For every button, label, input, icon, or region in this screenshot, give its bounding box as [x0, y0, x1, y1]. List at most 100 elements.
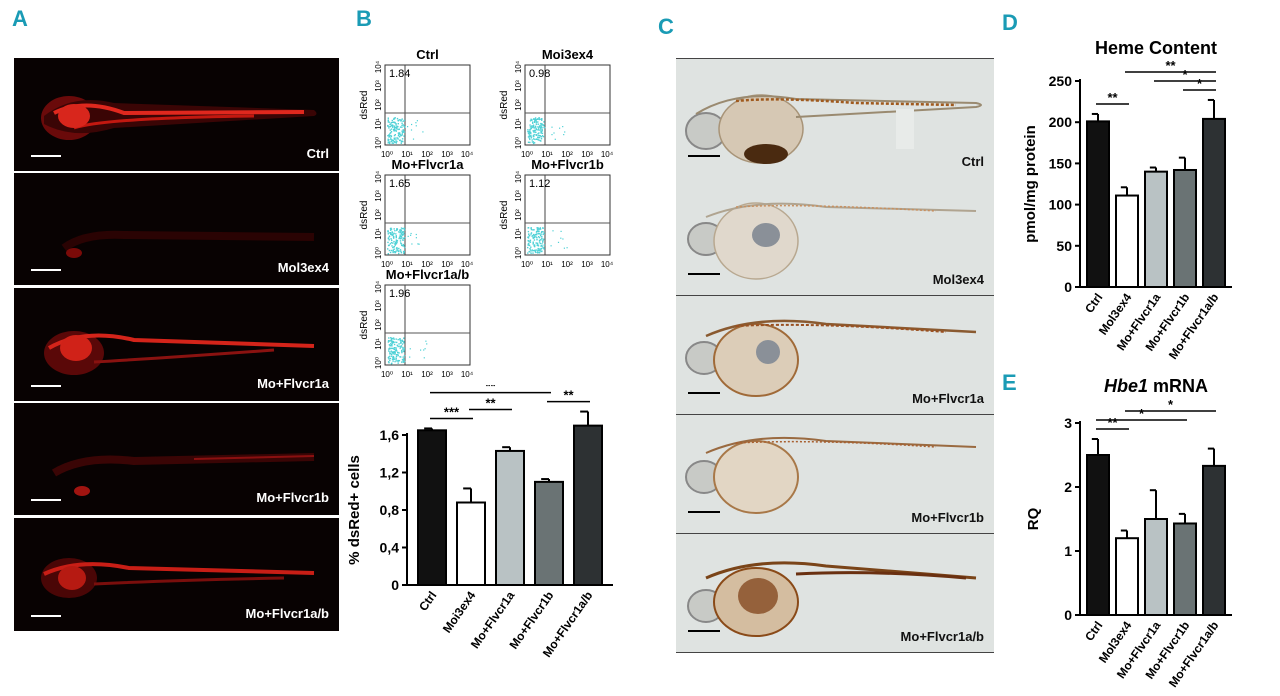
flow-event	[400, 230, 403, 232]
image-label: Mo+Flvcr1a/b	[900, 629, 984, 644]
flow-y-tick: 10²	[374, 99, 383, 111]
significance-label: **	[1107, 415, 1118, 430]
flow-plot: Mo+Flvcr1a/b 1.96 10⁰ 10¹ 10² 10³ 10⁴ 10⁰ 10¹ 10²…	[359, 267, 474, 379]
flow-event	[398, 343, 400, 345]
flow-event	[398, 119, 401, 121]
flow-event	[394, 134, 396, 136]
flow-event	[538, 126, 541, 128]
y-tick-label: 1,2	[380, 465, 400, 481]
bar	[1086, 454, 1110, 616]
flow-event	[394, 244, 396, 246]
flow-event	[532, 134, 535, 137]
flow-event	[538, 239, 541, 242]
flow-event	[393, 232, 395, 235]
flow-event	[538, 132, 540, 134]
significance-label: **	[485, 395, 496, 410]
flow-event	[401, 231, 404, 233]
flow-event	[394, 251, 396, 254]
flow-event	[403, 125, 406, 128]
flow-y-label: dsRed	[359, 91, 370, 120]
flow-event	[533, 142, 536, 144]
flow-y-tick: 10²	[514, 99, 523, 111]
flow-event	[403, 251, 405, 253]
flow-event	[534, 245, 536, 248]
flow-event	[399, 229, 401, 231]
flow-event	[410, 232, 412, 235]
flow-event	[398, 128, 400, 130]
flow-event	[387, 253, 389, 255]
flow-event	[541, 235, 543, 238]
flow-event	[537, 123, 540, 125]
image-label: Ctrl	[961, 154, 984, 169]
flow-event	[397, 354, 399, 357]
flow-event	[391, 355, 393, 357]
flow-event	[542, 239, 544, 241]
y-tick-label: 0,8	[380, 502, 400, 518]
flow-event	[535, 231, 538, 233]
flow-y-tick: 10⁰	[374, 137, 383, 149]
y-tick-label: 100	[1049, 197, 1073, 213]
flow-event	[391, 352, 393, 354]
flow-event	[393, 237, 395, 239]
bar	[1086, 120, 1110, 288]
flow-event	[542, 135, 545, 138]
flow-event	[538, 251, 541, 254]
flow-event	[535, 234, 538, 236]
flow-event	[397, 338, 399, 341]
flow-event	[389, 351, 391, 353]
flow-event	[420, 349, 422, 351]
flow-event	[387, 119, 389, 121]
flow-event	[538, 118, 541, 120]
flow-event	[394, 243, 396, 245]
flow-y-tick: 10⁴	[374, 60, 383, 73]
scale-bar	[31, 615, 61, 617]
flow-event	[402, 130, 405, 132]
flow-y-label: dsRed	[499, 91, 510, 120]
flow-event	[395, 242, 398, 244]
flow-event	[403, 135, 405, 137]
flow-event	[387, 244, 390, 247]
flow-event	[541, 231, 543, 233]
flow-event	[400, 238, 402, 240]
flow-event	[394, 230, 396, 232]
flow-event	[400, 120, 402, 122]
flow-x-tick: 10⁴	[461, 370, 474, 379]
significance-label: **	[1107, 90, 1118, 105]
flow-event	[400, 242, 402, 244]
flow-event	[529, 128, 532, 130]
flow-event	[415, 125, 417, 127]
flow-event	[403, 342, 405, 344]
flow-event	[391, 245, 393, 247]
bar	[1173, 522, 1197, 616]
fluorescence-image-flvcr1a: Mo+Flvcr1a	[14, 288, 339, 401]
flow-event	[392, 250, 394, 252]
y-tick-label: 0	[1064, 279, 1072, 295]
flow-event	[532, 243, 534, 245]
flow-event	[541, 118, 543, 120]
flow-x-tick: 10⁰	[521, 260, 533, 269]
flow-event	[403, 337, 405, 339]
flow-event	[415, 237, 417, 239]
flow-event	[527, 136, 530, 138]
fluorescence-image-flvcr1b: Mo+Flvcr1b	[14, 403, 339, 515]
flow-event	[401, 351, 403, 354]
flow-event	[530, 134, 532, 137]
flow-event	[395, 240, 398, 242]
flow-event	[535, 242, 537, 244]
bar	[417, 429, 447, 586]
gate-percentage: 1.12	[529, 178, 550, 190]
flow-event	[388, 337, 390, 339]
flow-x-tick: 10⁴	[461, 150, 474, 159]
flow-event	[541, 124, 543, 126]
flow-event	[532, 242, 534, 244]
flow-event	[538, 241, 541, 243]
flow-y-tick: 10²	[374, 209, 383, 221]
flow-event	[395, 338, 397, 340]
flow-event	[541, 119, 543, 121]
flow-event	[391, 232, 393, 234]
flow-event	[530, 233, 532, 235]
flow-event	[391, 119, 393, 122]
flow-event	[400, 346, 402, 348]
x-tick-label: Ctrl	[416, 589, 439, 614]
flow-plot-title: Mo+Flvcr1a	[392, 157, 465, 172]
